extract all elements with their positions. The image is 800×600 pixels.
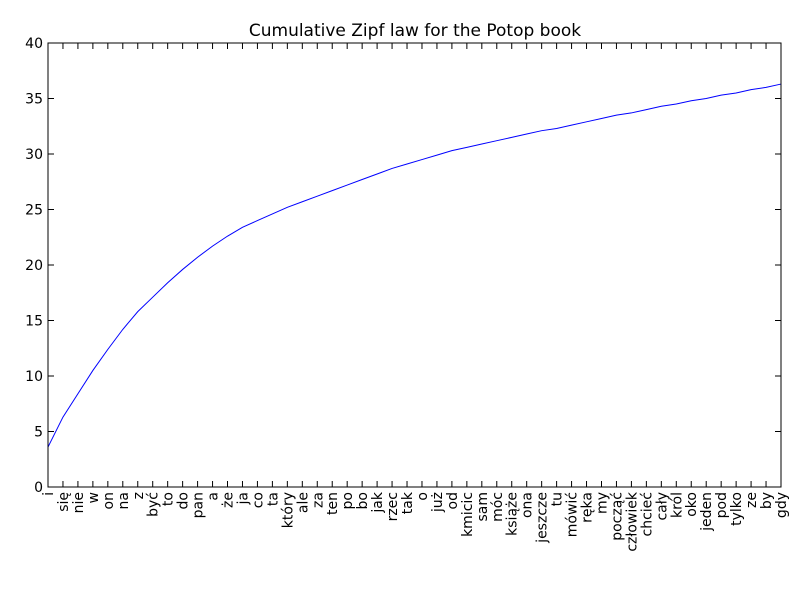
x-tick-label: oko [684,492,700,517]
x-tick-label: ze [744,492,760,508]
x-tick-label: on [101,492,117,509]
x-tick-label: od [445,492,461,509]
x-tick-label: by [759,492,775,509]
x-tick-label: rzec [385,492,401,521]
y-tick-label: 15 [25,314,43,330]
y-tick-label: 5 [34,425,43,441]
x-tick-label: my [594,492,610,514]
x-tick-label: jeszcze [535,492,551,544]
y-tick-label: 0 [34,480,43,496]
x-tick-label: że [221,492,237,508]
x-tick-label: móc [490,492,506,522]
x-tick-label: pod [714,492,730,518]
x-tick-label: tylko [729,492,745,526]
x-tick-label: książe [505,492,521,536]
x-tick-label: który [280,492,296,528]
y-tick-label: 30 [25,147,43,163]
x-tick-label: gdy [774,492,790,518]
x-tick-label: i [41,492,57,496]
x-tick-label: król [669,492,685,518]
x-tick-label: ale [295,492,311,513]
x-tick-label: a [206,492,222,501]
x-tick-label: ta [265,492,281,506]
x-tick-label: to [161,492,177,506]
x-tick-label: począć [609,492,625,541]
x-tick-label: ten [325,492,341,515]
x-tick-label: w [86,492,102,503]
x-tick-label: na [116,492,132,509]
x-tick-label: kmicic [460,492,476,537]
x-tick-label: być [146,492,162,517]
x-tick-label: chcieć [639,492,655,536]
x-tick-label: tak [400,491,416,514]
x-tick-label: ja [235,492,251,505]
x-tick-label: do [176,492,192,509]
x-tick-label: mówić [565,492,581,537]
y-tick-label: 35 [25,92,43,108]
y-tick-label: 10 [25,369,43,385]
x-tick-label: jak [370,491,386,513]
x-tick-label: jeden [699,492,715,532]
x-tick-label: cały [654,492,670,521]
x-tick-label: co [250,492,266,508]
x-tick-label: już [430,492,446,513]
plot-frame [47,42,782,488]
series-line [47,83,782,448]
x-tick-label: człowiek [624,491,640,552]
chart-title: Cumulative Zipf law for the Potop book [249,21,581,41]
x-tick-label: ręka [580,492,596,523]
x-tick-label: o [415,492,431,501]
x-tick-label: bo [355,492,371,509]
x-axis: isięniewonnazbyćtodopanażejacotaktóryale… [41,43,790,552]
y-tick-label: 20 [25,258,43,274]
x-tick-label: ona [520,492,536,518]
y-axis: 0 5 10 15 20 25 30 35 40 [25,36,781,496]
x-tick-label: się [56,492,72,512]
x-tick-label: pan [191,492,207,518]
x-tick-label: sam [475,492,491,522]
x-tick-label: po [340,492,356,509]
y-tick-label: 25 [25,203,43,219]
y-tick-label: 40 [25,36,43,52]
x-tick-label: z [131,492,147,499]
x-tick-label: tu [550,492,566,506]
x-tick-label: nie [71,492,87,513]
x-tick-label: za [310,492,326,508]
